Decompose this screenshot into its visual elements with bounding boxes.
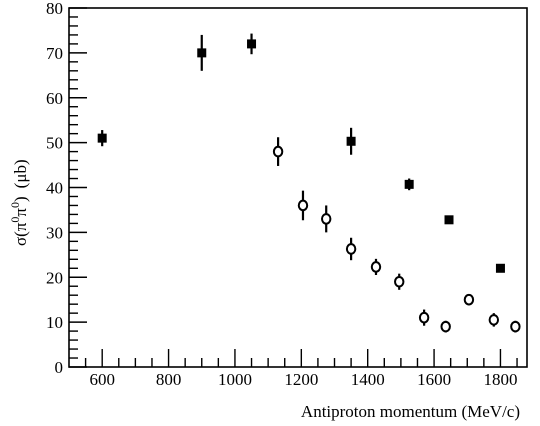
data-point-square — [404, 179, 414, 189]
y-axis-title-mid: π — [11, 208, 30, 217]
svg-text:σ(π0π0)(μb): σ(π0π0)(μb) — [8, 159, 30, 246]
data-point-square — [197, 48, 207, 58]
x-tick-label: 1400 — [351, 370, 385, 389]
y-axis-title: σ(π0π0)(μb) — [8, 159, 30, 246]
tick-labels: 600 800 1000 1200 1400 1600 1800 0 10 20 30 40 50 60 7… — [46, 0, 517, 389]
x-axis-title: Antiproton momentum (MeV/c) — [301, 402, 520, 421]
y-axis-title-unit: (μb) — [11, 159, 30, 188]
data-point-circle — [440, 320, 451, 333]
data-point-circle — [463, 293, 475, 306]
x-tick-label: 800 — [156, 370, 182, 389]
y-tick-label: 60 — [46, 89, 63, 108]
y-axis-title-close: ) — [11, 196, 30, 202]
y-tick-label: 50 — [46, 134, 63, 153]
data-point-circle — [394, 275, 405, 288]
data-marks — [97, 33, 521, 333]
y-axis-title-sup1: 0 — [8, 217, 22, 223]
y-tick-label: 40 — [46, 179, 63, 198]
data-point-square — [346, 136, 356, 146]
data-point-square — [444, 215, 454, 225]
y-axis-title-sigma: σ(π — [11, 222, 30, 246]
data-point-square — [97, 133, 107, 143]
data-point-circle — [510, 320, 521, 333]
x-tick-label: 1000 — [218, 370, 252, 389]
data-point-circle — [272, 145, 284, 158]
x-tick-label: 1200 — [284, 370, 318, 389]
data-point-circle — [345, 243, 357, 255]
data-point-square — [247, 39, 257, 49]
y-tick-label: 80 — [46, 0, 63, 18]
y-tick-label: 20 — [46, 268, 63, 287]
data-point-square — [495, 263, 505, 273]
x-tick-label: 600 — [89, 370, 115, 389]
x-tick-label: 1600 — [417, 370, 451, 389]
plot-frame — [68, 7, 528, 368]
y-tick-label: 0 — [55, 358, 64, 377]
data-point-circle — [370, 261, 382, 273]
data-point-circle — [297, 199, 309, 212]
data-point-circle — [321, 213, 332, 225]
y-tick-label: 10 — [46, 313, 63, 332]
y-tick-label: 70 — [46, 44, 63, 63]
axis-ticks — [69, 7, 518, 368]
y-tick-label: 30 — [46, 223, 63, 242]
y-axis-title-sup2: 0 — [8, 202, 22, 208]
data-point-circle — [418, 311, 430, 324]
data-point-circle — [488, 314, 500, 326]
x-tick-label: 1800 — [483, 370, 517, 389]
